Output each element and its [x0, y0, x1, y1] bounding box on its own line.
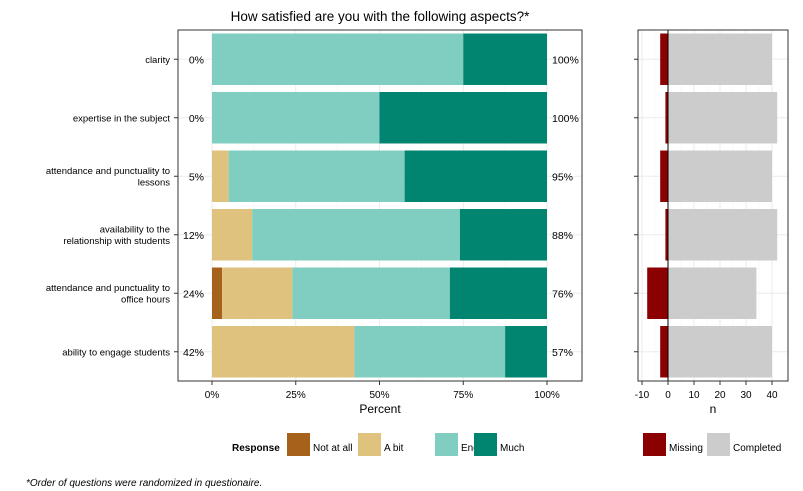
low-percent-label-2: 5% [189, 171, 204, 183]
footnote: *Order of questions were randomized in q… [26, 478, 263, 489]
low-percent-label-4: 24% [183, 288, 204, 300]
legend-label-a-bit: A bit [384, 443, 404, 454]
category-label-4: attendance and punctuality to office hour… [46, 283, 170, 306]
count-bar-missing-1 [665, 92, 668, 144]
count-bar-missing-5 [660, 326, 668, 378]
bar-much-4 [449, 267, 547, 319]
left-x-tick-label-2: 50% [369, 390, 389, 401]
legend-swatch-not-at-all [287, 433, 310, 456]
bar-a-bit-5 [212, 326, 355, 378]
count-bar-missing-4 [647, 267, 668, 319]
right-x-axis-title: n [710, 402, 717, 416]
bar-a-bit-4 [222, 267, 293, 319]
bar-enough-4 [292, 267, 450, 319]
bar-much-0 [463, 33, 547, 85]
right-panel-background [638, 30, 788, 381]
bar-much-5 [505, 326, 547, 378]
low-percent-label-5: 42% [183, 347, 204, 359]
high-percent-label-5: 57% [552, 347, 573, 359]
count-bar-missing-3 [665, 209, 668, 261]
bar-enough-0 [212, 33, 464, 85]
bar-enough-2 [228, 150, 405, 202]
legend-label-much: Much [500, 443, 524, 454]
bar-a-bit-2 [212, 150, 229, 202]
count-bar-completed-3 [668, 209, 778, 261]
left-x-tick-label-3: 75% [453, 390, 473, 401]
legend-swatch-completed [707, 433, 730, 456]
left-x-tick-label-1: 25% [286, 390, 306, 401]
bar-enough-1 [212, 92, 380, 144]
right-x-tick-label-4: 30 [740, 390, 752, 401]
legend-label-not-at-all: Not at all [313, 443, 352, 454]
category-label-0: clarity [145, 55, 170, 66]
right-x-tick-label-2: 10 [688, 390, 700, 401]
legend-swatch-missing [643, 433, 666, 456]
high-percent-label-3: 88% [552, 230, 573, 242]
legend-swatch-much [474, 433, 497, 456]
count-bar-missing-0 [660, 33, 668, 85]
count-bar-completed-5 [668, 326, 772, 378]
high-percent-label-4: 76% [552, 288, 573, 300]
category-label-3: availability to the relationship with stu… [63, 225, 170, 248]
count-bar-completed-2 [668, 150, 772, 202]
category-label-5: ability to engage students [62, 347, 170, 358]
bar-a-bit-3 [212, 209, 253, 261]
count-bar-completed-0 [668, 33, 772, 85]
left-x-tick-label-4: 100% [534, 390, 560, 401]
chart-title: How satisfied are you with the following… [231, 9, 530, 24]
legend-title: Response [232, 443, 280, 454]
bar-not-at-all-4 [212, 267, 223, 319]
bar-enough-3 [252, 209, 460, 261]
bar-much-1 [379, 92, 547, 144]
left-x-axis-title: Percent [359, 402, 401, 416]
bar-much-3 [459, 209, 547, 261]
bar-enough-5 [354, 326, 506, 378]
low-percent-label-0: 0% [189, 54, 204, 66]
right-x-tick-label-5: 40 [766, 390, 778, 401]
legend-swatch-enough [435, 433, 458, 456]
high-percent-label-0: 100% [552, 54, 579, 66]
count-bar-completed-4 [668, 267, 757, 319]
high-percent-label-2: 95% [552, 171, 573, 183]
category-label-1: expertise in the subject [73, 113, 171, 124]
left-x-tick-label-0: 0% [205, 390, 220, 401]
legend-swatch-a-bit [358, 433, 381, 456]
count-bar-missing-2 [660, 150, 668, 202]
bar-much-2 [404, 150, 547, 202]
legend-label-missing: Missing [669, 443, 703, 454]
count-bar-completed-1 [668, 92, 778, 144]
right-x-tick-label-1: 0 [665, 390, 671, 401]
low-percent-label-1: 0% [189, 113, 204, 125]
low-percent-label-3: 12% [183, 230, 204, 242]
high-percent-label-1: 100% [552, 113, 579, 125]
right-x-tick-label-3: 20 [714, 390, 726, 401]
legend-label-completed: Completed [733, 443, 781, 454]
category-label-2: attendance and punctuality to lessons [46, 166, 170, 189]
right-x-tick-label-0: -10 [635, 390, 650, 401]
right-panel-border [637, 29, 789, 382]
